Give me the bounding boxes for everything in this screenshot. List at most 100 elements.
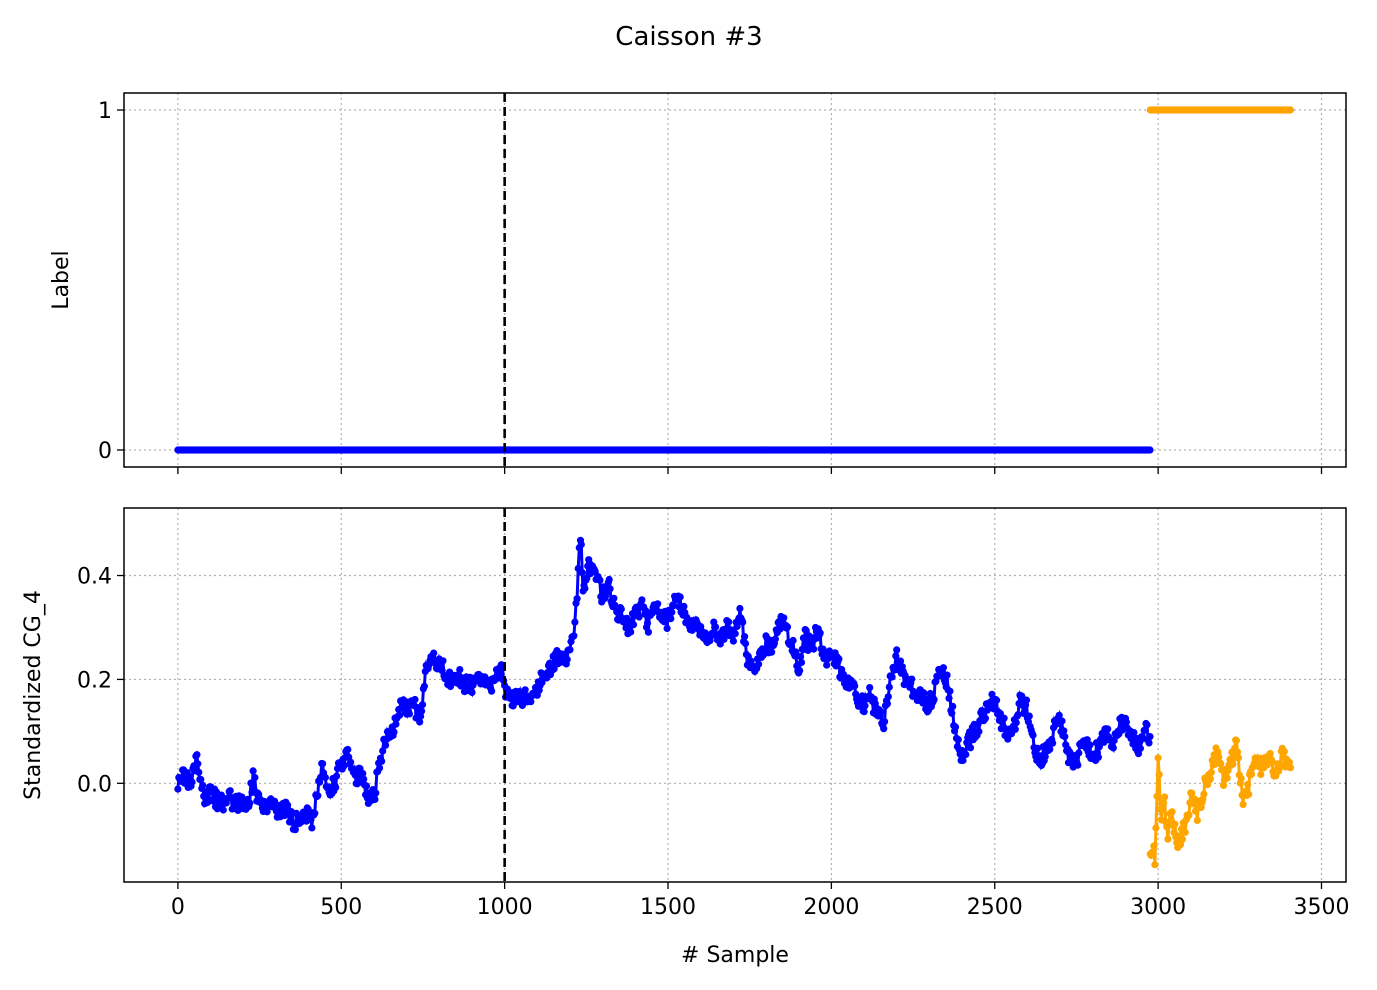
- label-panel-data: [174, 93, 1295, 467]
- data-point: [378, 757, 386, 765]
- cg4-panel: 0 500 1000 1500 2000 2500 3000 3500 0.0 0.2 0.4 St…: [21, 507, 1349, 920]
- chart-title: Caisson #3: [615, 22, 762, 52]
- data-point: [405, 710, 413, 718]
- data-point: [1153, 792, 1161, 800]
- data-point: [376, 764, 384, 772]
- data-point: [1145, 739, 1153, 747]
- data-point: [1152, 824, 1160, 832]
- data-point: [321, 773, 329, 782]
- data-point: [550, 665, 558, 673]
- data-point: [792, 648, 800, 656]
- data-point: [226, 787, 234, 795]
- data-point: [943, 671, 951, 679]
- data-point: [1171, 820, 1179, 828]
- data-point: [1233, 748, 1242, 756]
- data-point: [577, 540, 585, 549]
- label-panel-frame: [123, 92, 1347, 468]
- data-point: [954, 736, 962, 744]
- data-point: [1215, 753, 1223, 761]
- data-point: [185, 773, 193, 781]
- cg4-panel-ylabel: Standardized CG_4: [21, 590, 46, 800]
- data-point: [1041, 753, 1049, 761]
- data-point: [606, 585, 614, 593]
- data-point: [456, 666, 464, 674]
- data-point: [416, 718, 424, 726]
- data-point: [981, 714, 990, 722]
- data-point: [991, 702, 999, 710]
- data-point: [1207, 768, 1215, 777]
- y-tick-label: 0.4: [77, 565, 112, 590]
- data-point: [360, 775, 368, 783]
- data-point: [538, 678, 546, 687]
- data-point: [741, 639, 750, 648]
- x-tick-label: 3500: [1293, 895, 1349, 920]
- data-point: [1286, 764, 1295, 772]
- data-point: [667, 615, 675, 623]
- data-point: [1000, 714, 1008, 722]
- data-point: [195, 768, 203, 776]
- data-point: [635, 613, 643, 621]
- data-point: [1025, 712, 1033, 720]
- data-point: [1245, 790, 1253, 798]
- data-point: [1188, 789, 1196, 797]
- data-point: [571, 618, 579, 626]
- data-point: [570, 632, 578, 640]
- data-point: [1151, 861, 1159, 869]
- data-point: [810, 645, 818, 653]
- data-point: [926, 689, 934, 698]
- data-point: [430, 649, 438, 657]
- data-point: [885, 683, 893, 691]
- data-point: [563, 655, 571, 664]
- data-point: [629, 621, 638, 629]
- x-tick-label: 500: [320, 895, 362, 920]
- data-point: [712, 623, 720, 631]
- x-tick-label: 0: [171, 895, 185, 920]
- data-point: [1094, 753, 1102, 761]
- data-point: [596, 576, 604, 584]
- data-point: [362, 782, 371, 790]
- data-point: [251, 773, 259, 782]
- data-point: [866, 684, 874, 692]
- data-point: [319, 760, 327, 768]
- cg4-panel-frame: [123, 507, 1347, 883]
- data-point: [392, 720, 400, 728]
- data-point: [1136, 744, 1144, 753]
- data-point: [1130, 729, 1138, 737]
- data-point: [1154, 754, 1162, 762]
- x-tick-label: 3000: [1130, 895, 1186, 920]
- label-panel-ylabel: Label: [49, 250, 74, 309]
- data-point: [739, 618, 747, 626]
- cg4-panel-grid: [124, 508, 1346, 882]
- data-point: [797, 658, 806, 667]
- data-point: [789, 636, 797, 645]
- data-point: [1257, 770, 1265, 779]
- data-point: [725, 618, 733, 626]
- data-point: [668, 608, 676, 616]
- data-point: [993, 696, 1001, 704]
- data-point: [1022, 696, 1031, 704]
- data-point: [249, 767, 257, 775]
- data-point: [860, 708, 868, 716]
- data-point: [835, 655, 843, 663]
- data-point: [1268, 757, 1276, 765]
- x-tick-label: 2000: [803, 895, 859, 920]
- data-point: [1234, 754, 1242, 762]
- data-point: [1029, 731, 1037, 739]
- data-point: [741, 633, 749, 641]
- data-point: [193, 751, 201, 759]
- data-point: [1160, 799, 1168, 807]
- data-point: [1181, 828, 1189, 836]
- data-point: [1237, 774, 1245, 783]
- data-point: [1217, 760, 1225, 768]
- data-point: [372, 789, 380, 797]
- data-point: [884, 693, 892, 701]
- data-point: [731, 630, 739, 638]
- data-point: [581, 584, 589, 593]
- data-point: [1075, 749, 1083, 757]
- data-point: [311, 809, 319, 817]
- data-point: [1158, 805, 1167, 813]
- data-point: [605, 575, 613, 584]
- data-point: [1266, 750, 1274, 758]
- data-point: [1012, 719, 1020, 727]
- data-point: [411, 695, 419, 704]
